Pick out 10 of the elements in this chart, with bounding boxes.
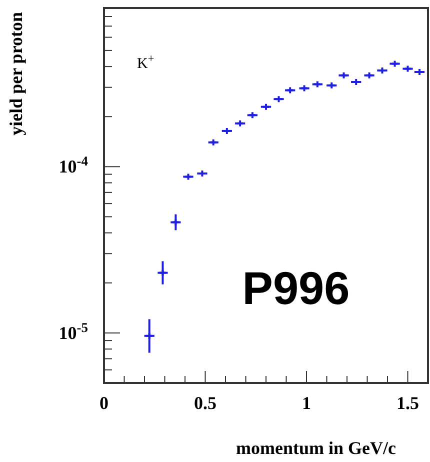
x-tick-label: 0.5	[194, 393, 216, 413]
y-tick-label: 10$^{-4}$	[58, 153, 88, 177]
annotation: K$^{+}$	[137, 53, 154, 72]
x-tick-label: 1	[302, 393, 311, 413]
x-tick-label: 0	[100, 393, 108, 413]
annotation: P996	[242, 262, 350, 314]
y-tick-label: 10$^{-5}$	[58, 319, 88, 343]
y-axis-title: yield per proton	[6, 12, 26, 136]
x-tick-label: 1.5	[396, 393, 419, 413]
x-axis-title: momentum in GeV/c	[236, 438, 396, 458]
